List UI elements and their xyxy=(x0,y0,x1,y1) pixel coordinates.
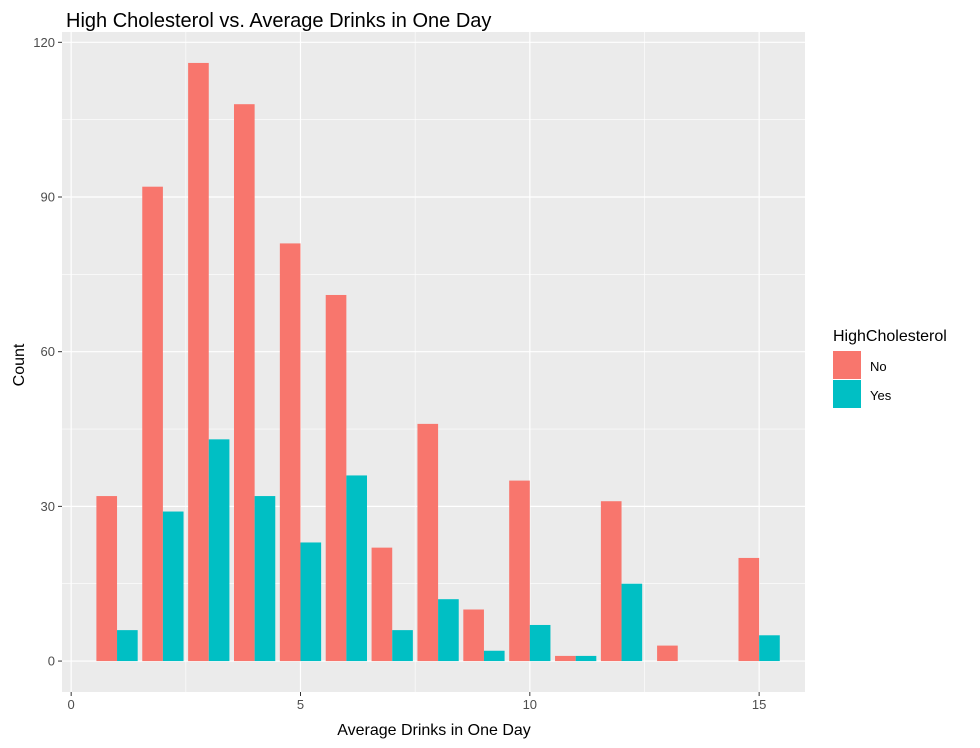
legend-swatch-no xyxy=(833,351,861,379)
bar-no xyxy=(325,294,347,662)
y-tick-label: 90 xyxy=(41,190,55,205)
legend-title: HighCholesterol xyxy=(833,328,947,345)
y-tick-label: 60 xyxy=(41,344,55,359)
x-tick-label: 15 xyxy=(752,697,766,712)
bar-no xyxy=(233,104,255,662)
chart-title: High Cholesterol vs. Average Drinks in O… xyxy=(66,10,491,32)
bar-yes xyxy=(438,599,459,662)
y-tick-label: 120 xyxy=(33,35,55,50)
bar-no xyxy=(279,243,301,662)
bar-no xyxy=(463,609,484,662)
bar-yes xyxy=(759,635,780,662)
bar-yes xyxy=(162,511,184,662)
bar-no xyxy=(188,62,209,662)
y-tick-label: 30 xyxy=(41,499,55,514)
legend: HighCholesterol No Yes xyxy=(833,328,947,408)
bar-no xyxy=(738,557,760,662)
bar-yes xyxy=(392,630,413,662)
bar-yes xyxy=(300,542,322,662)
bar-no xyxy=(96,496,118,662)
x-axis-title: Average Drinks in One Day xyxy=(337,722,531,739)
legend-label-yes: Yes xyxy=(870,388,892,403)
y-axis-title: Count xyxy=(11,343,28,386)
grid-major xyxy=(62,32,805,692)
bar-yes xyxy=(529,624,551,662)
bar-yes xyxy=(254,496,276,662)
bar-no xyxy=(555,655,576,662)
bars xyxy=(96,62,780,662)
bar-no xyxy=(509,480,530,662)
y-tick-label: 0 xyxy=(48,654,55,669)
bar-yes xyxy=(346,475,367,662)
bar-yes xyxy=(575,655,597,662)
x-tick-label: 5 xyxy=(297,697,304,712)
tick-labels: 0 30 60 90 120 0 5 10 15 xyxy=(33,35,766,712)
bar-no xyxy=(417,423,439,662)
bar-yes xyxy=(208,439,230,662)
x-tick-label: 10 xyxy=(523,697,537,712)
bar-yes xyxy=(621,583,643,662)
bar-yes xyxy=(117,630,138,662)
axis-ticks xyxy=(58,41,760,696)
x-tick-label: 0 xyxy=(68,697,75,712)
legend-label-no: No xyxy=(870,359,887,374)
bar-no xyxy=(371,547,393,662)
bar-no xyxy=(142,186,163,662)
bar-no xyxy=(657,645,678,662)
legend-swatch-yes xyxy=(833,380,861,408)
bar-yes xyxy=(483,650,505,662)
bar-no xyxy=(600,501,622,662)
